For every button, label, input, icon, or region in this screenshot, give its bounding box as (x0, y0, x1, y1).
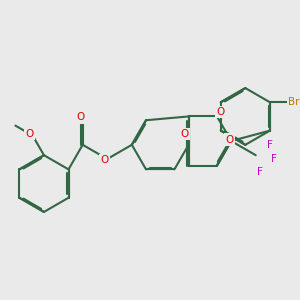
Text: O: O (226, 135, 234, 145)
Text: Br: Br (288, 97, 300, 107)
Text: F: F (257, 167, 263, 177)
Text: O: O (100, 155, 109, 165)
Text: F: F (271, 154, 277, 164)
Text: O: O (216, 107, 224, 117)
Text: F: F (267, 140, 273, 150)
Text: O: O (76, 112, 85, 122)
Text: O: O (180, 129, 188, 139)
Text: O: O (26, 129, 34, 139)
